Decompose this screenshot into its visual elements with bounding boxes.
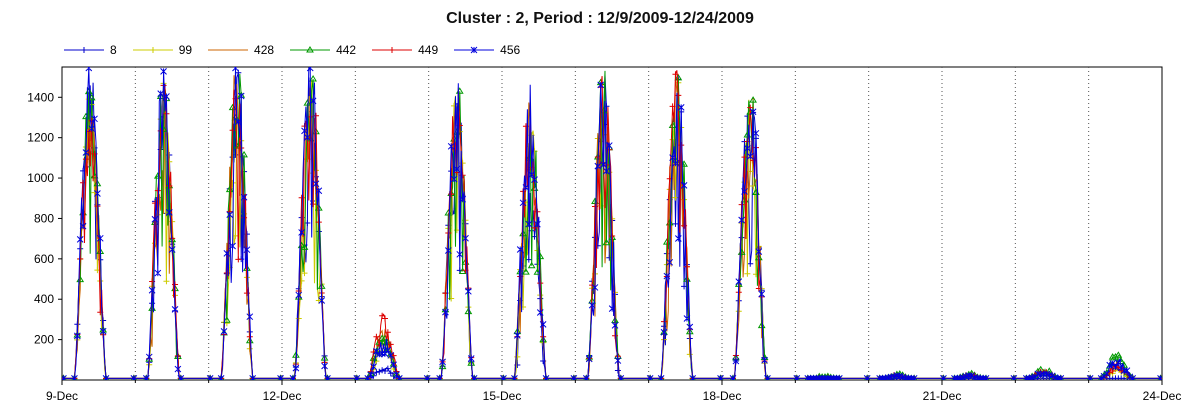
legend-swatch [132, 47, 173, 53]
legend-item: 428 [208, 43, 274, 57]
x-tick-label: 21-Dec [923, 389, 962, 403]
x-tick-label: 9-Dec [46, 389, 78, 403]
legend: 8 99 428 442 449 456 [64, 42, 536, 58]
legend-label: 449 [418, 43, 439, 57]
legend-item: 99 [132, 43, 193, 57]
x-tick-label: 24-Dec [1143, 389, 1182, 403]
x-tick-label: 18-Dec [703, 389, 742, 403]
legend-swatch [64, 47, 104, 53]
legend-swatch [208, 49, 249, 51]
series-456 [62, 67, 1162, 380]
legend-label: 99 [178, 43, 193, 57]
legend-swatch [372, 47, 413, 53]
legend-swatch [454, 46, 495, 54]
y-tick-label: 1200 [27, 131, 54, 145]
legend-label: 442 [336, 43, 357, 57]
legend-item: 8 [64, 43, 117, 57]
legend-label: 456 [500, 43, 521, 57]
legend-item: 449 [372, 43, 438, 57]
legend-label: 8 [110, 43, 117, 57]
legend-label: 428 [254, 43, 275, 57]
y-tick-label: 1000 [27, 171, 54, 185]
y-tick-label: 400 [34, 292, 54, 306]
legend-item: 442 [290, 43, 356, 57]
chart-title: Cluster : 2, Period : 12/9/2009-12/24/20… [446, 10, 754, 27]
y-tick-label: 200 [34, 333, 54, 347]
y-tick-label: 800 [34, 211, 54, 225]
x-tick-label: 15-Dec [483, 389, 522, 403]
y-tick-label: 1400 [27, 90, 54, 104]
legend-item: 456 [454, 43, 520, 57]
x-tick-label: 12-Dec [263, 389, 302, 403]
legend-swatch [290, 46, 331, 53]
y-tick-label: 600 [34, 252, 54, 266]
series-markers [62, 67, 1162, 380]
